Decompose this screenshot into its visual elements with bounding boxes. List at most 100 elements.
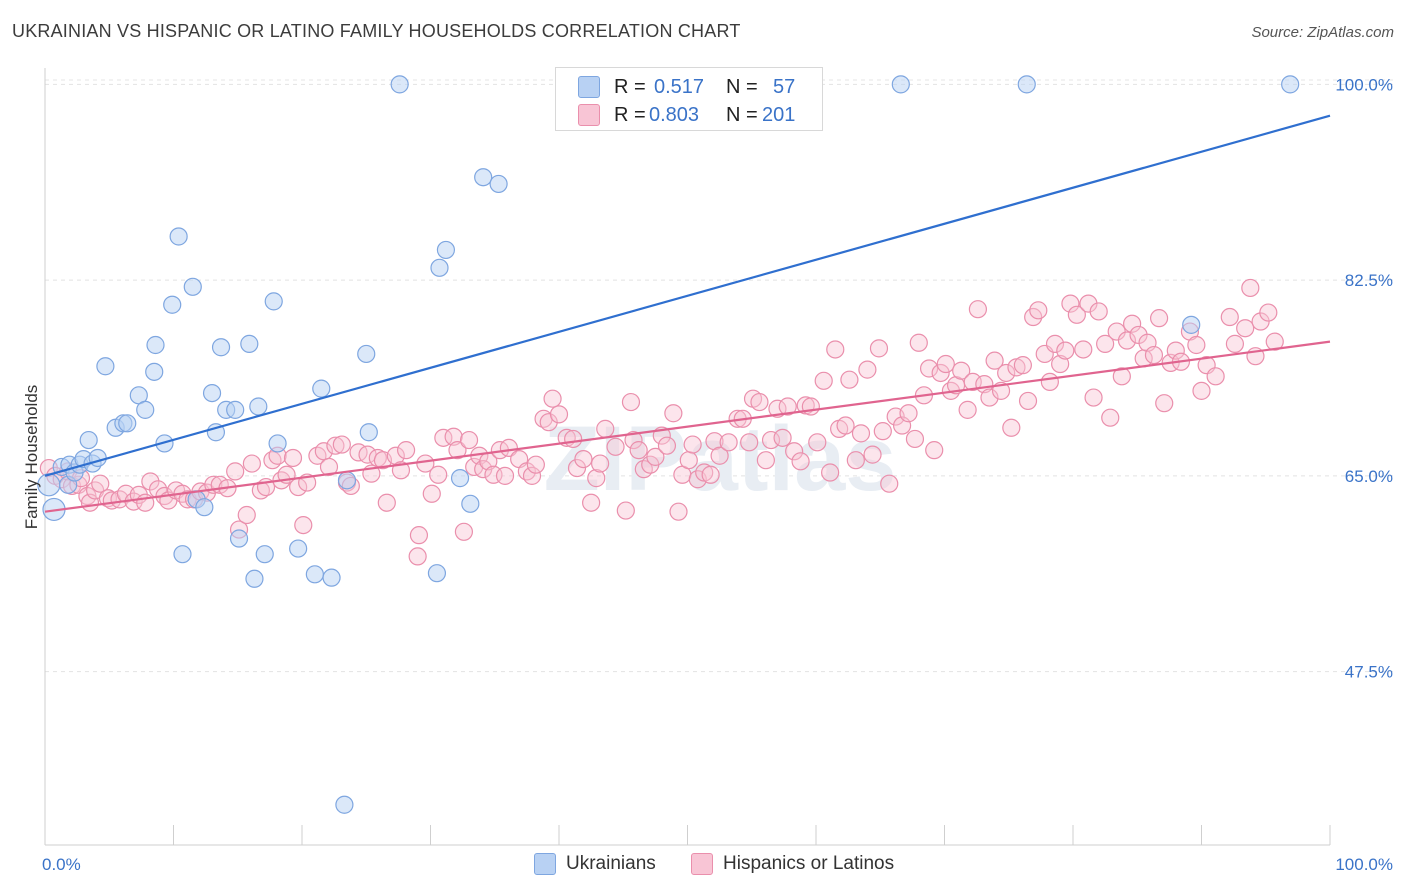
- legend-label: Ukrainians: [566, 853, 656, 874]
- ukrainian-point: [359, 423, 378, 442]
- hispanic-point: [91, 474, 110, 493]
- hispanic-point: [756, 451, 775, 470]
- legend-item-ukrainians[interactable]: Ukrainians: [534, 851, 656, 877]
- hispanic-point: [821, 463, 840, 482]
- ukrainian-point: [79, 430, 98, 450]
- hispanic-point: [968, 300, 988, 319]
- hispanic-point: [326, 436, 345, 455]
- hispanic-point: [1107, 322, 1126, 341]
- y-tick-label: 47.5%: [1345, 663, 1393, 682]
- ukrainian-point: [436, 240, 456, 260]
- hispanic-point: [1265, 332, 1284, 351]
- ukrainian-point: [206, 423, 226, 442]
- r-label: R =: [614, 75, 646, 98]
- ukrainian-point: [390, 75, 409, 94]
- hispanic-point: [905, 429, 925, 449]
- hispanic-point: [549, 405, 569, 424]
- ukrainian-point: [312, 379, 331, 398]
- hispanic-point: [679, 451, 698, 470]
- hispanic-point: [495, 466, 515, 485]
- hispanic-point: [526, 455, 545, 474]
- trend-lines: [44, 114, 1331, 513]
- hispanic-point: [791, 452, 810, 471]
- hispanic-point: [646, 447, 665, 466]
- hispanic-point: [448, 441, 467, 460]
- hispanic-point: [1112, 367, 1131, 386]
- ukrainian-point: [245, 569, 264, 588]
- blue-swatch: [534, 853, 556, 875]
- ukrainian-point: [202, 383, 222, 403]
- hispanic-point: [808, 433, 827, 452]
- pink-swatch: [578, 104, 600, 126]
- x-tick-label: 0.0%: [42, 855, 81, 874]
- hispanic-point: [1187, 335, 1206, 355]
- hispanic-point: [1123, 314, 1142, 333]
- hispanic-point: [454, 522, 474, 541]
- ukrainian-point: [289, 539, 308, 558]
- hispanic-point: [543, 389, 562, 408]
- hispanic-point: [429, 465, 448, 484]
- ukrainian-point: [1281, 75, 1300, 94]
- hispanic-point: [116, 484, 136, 503]
- ukrainian-point: [146, 335, 165, 355]
- hispanic-point: [587, 469, 606, 488]
- hispanic-point: [606, 437, 625, 456]
- hispanic-point: [1241, 278, 1260, 298]
- hispanic-point: [931, 363, 950, 383]
- ukrainian-trend-line: [44, 114, 1331, 477]
- hispanic-point: [750, 392, 769, 412]
- ukrainian-point: [163, 295, 182, 314]
- hispanic-point: [226, 462, 245, 481]
- legend-item-hispanics[interactable]: Hispanics or Latinos: [691, 851, 894, 877]
- ukrainian-point: [173, 545, 192, 564]
- ukrainian-point: [249, 397, 268, 416]
- hispanic-point: [814, 371, 833, 390]
- hispanic-point: [1013, 356, 1032, 375]
- hispanic-point: [1040, 372, 1059, 392]
- hispanic-point: [664, 404, 683, 423]
- legend-label: Hispanics or Latinos: [723, 853, 895, 874]
- hispanic-point: [1149, 309, 1169, 328]
- hispanic-point: [719, 433, 738, 452]
- r-value: 0.517: [654, 75, 705, 98]
- hispanic-point: [963, 372, 982, 392]
- chart-title: UKRAINIAN VS HISPANIC OR LATINO FAMILY H…: [12, 21, 741, 41]
- hispanic-point: [1236, 319, 1255, 338]
- hispanic-point: [283, 448, 303, 468]
- n-value: 57: [773, 75, 796, 98]
- n-value: 201: [762, 103, 796, 126]
- hispanic-point: [522, 466, 542, 485]
- ukrainian-point: [255, 545, 274, 564]
- hispanic-point: [909, 333, 928, 352]
- hispanic-point: [396, 441, 416, 460]
- ukrainian-point: [322, 568, 341, 587]
- hispanic-point: [846, 451, 865, 470]
- hispanic-point: [1089, 302, 1108, 321]
- hispanic-point: [444, 427, 463, 446]
- hispanic-point: [1166, 341, 1185, 360]
- hispanic-trend-line: [44, 340, 1331, 513]
- ukrainian-point: [450, 469, 470, 488]
- ukrainian-point: [88, 448, 107, 468]
- y-tick-label: 82.5%: [1345, 271, 1393, 290]
- hispanic-point: [377, 493, 396, 512]
- hispanic-point: [422, 484, 441, 503]
- hispanic-point: [596, 419, 615, 438]
- hispanic-point: [899, 404, 918, 423]
- hispanic-point: [836, 416, 855, 435]
- hispanic-point: [1051, 354, 1070, 374]
- hispanic-point: [237, 505, 256, 525]
- hispanic-point: [499, 438, 518, 458]
- hispanic-point: [869, 339, 889, 358]
- hispanic-point: [564, 429, 583, 449]
- hispanic-point: [980, 388, 999, 407]
- hispanic-point: [1192, 381, 1211, 400]
- source-label: Source: ZipAtlas.com: [1251, 24, 1394, 41]
- hispanic-point: [925, 441, 944, 460]
- hispanic-point: [251, 481, 270, 500]
- ukrainian-point: [489, 174, 508, 194]
- hispanic-point: [1056, 341, 1075, 360]
- ukrainian-point: [169, 227, 188, 246]
- ukrainian-point: [335, 795, 354, 814]
